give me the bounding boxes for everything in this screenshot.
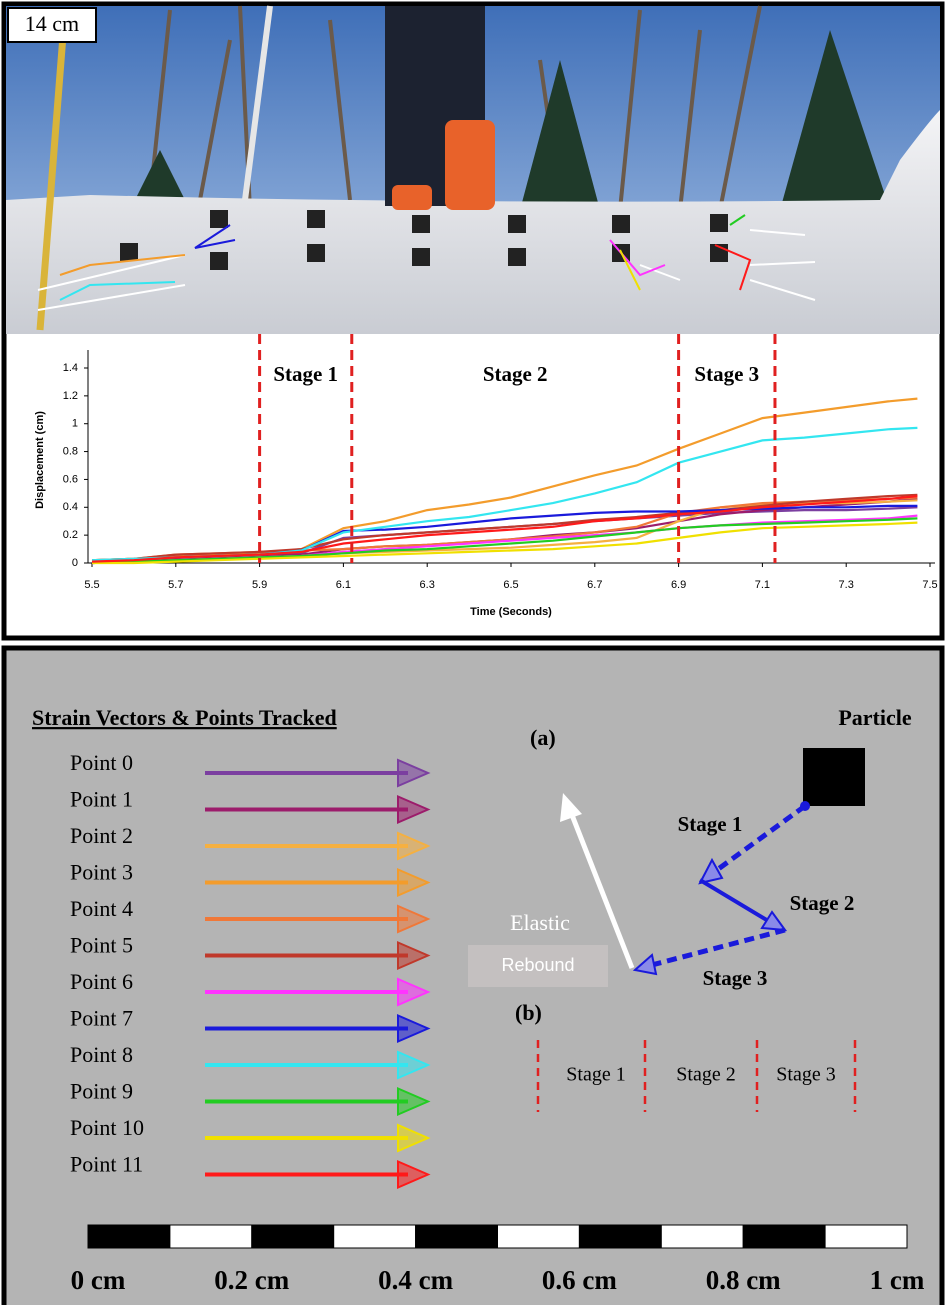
y-tick-label: 0.8 [63,445,78,457]
stage-label: Stage 2 [483,362,548,386]
scale-segment [334,1225,416,1248]
elastic-label: Elastic [510,910,570,935]
diagram-label: (a) [530,725,556,750]
legend-label: Point 0 [70,750,133,775]
x-tick-label: 5.9 [252,579,267,591]
x-tick-label: 5.7 [168,579,183,591]
figure: 14 cm Displacement (cm) Time (Seconds) 0… [0,0,947,1305]
x-tick-label: 6.9 [671,579,686,591]
stage-label: Stage 3 [703,966,768,990]
y-tick-label: 1.2 [63,390,78,402]
x-tick-label: 6.3 [420,579,435,591]
scale-segment [825,1225,907,1248]
x-tick-label: 7.1 [755,579,770,591]
x-axis-label: Time (Seconds) [470,606,552,618]
scale-label: 0.4 cm [378,1265,453,1295]
page: 14 cm Displacement (cm) Time (Seconds) 0… [0,0,947,1305]
legend-label: Point 10 [70,1115,144,1140]
rebound-label: Rebound [501,955,574,975]
photo: 14 cm [6,6,940,334]
scale-segment [170,1225,252,1248]
x-tick-label: 6.5 [503,579,518,591]
y-tick-label: 0.6 [63,473,78,485]
stage-label: Stage 3 [694,362,759,386]
legend-label: Point 8 [70,1042,133,1067]
diagram-label: (b) [515,1000,542,1025]
scale-segment [661,1225,743,1248]
y-tick-label: 0 [72,557,78,569]
legend-title: Strain Vectors & Points Tracked [32,705,337,730]
scale-label: 1 cm [870,1265,925,1295]
legend-label: Point 11 [70,1152,143,1177]
stage-label: Stage 1 [273,362,338,386]
y-tick-label: 1 [72,418,78,430]
scale-segment [252,1225,334,1248]
stage-label: Stage 2 [676,1064,735,1086]
y-tick-label: 0.4 [63,501,78,513]
legend-label: Point 2 [70,823,133,848]
scale-label: 0 cm [71,1265,126,1295]
legend-label: Point 5 [70,933,133,958]
stage-label: Stage 2 [790,891,855,915]
y-tick-label: 0.2 [63,529,78,541]
scale-label: 0.6 cm [542,1265,617,1295]
x-tick-label: 7.5 [922,579,937,591]
scale-label: 0.2 cm [214,1265,289,1295]
legend-label: Point 4 [70,896,133,921]
particle [803,748,865,806]
x-tick-label: 6.7 [587,579,602,591]
stage-label: Stage 3 [776,1064,835,1086]
boot [445,120,495,210]
y-tick-label: 1.4 [63,362,78,374]
scale-segment [743,1225,825,1248]
legend-label: Point 3 [70,860,133,885]
y-axis-label: Displacement (cm) [34,411,46,509]
legend-label: Point 7 [70,1006,133,1031]
scale-segment [88,1225,170,1248]
scale-segment [498,1225,580,1248]
scale-segment [579,1225,661,1248]
x-tick-label: 5.5 [84,579,99,591]
legend-label: Point 6 [70,969,133,994]
boot [392,185,432,210]
legend-label: Point 1 [70,787,133,812]
particle-label: Particle [838,705,912,730]
x-tick-label: 7.3 [839,579,854,591]
x-tick-label: 6.1 [336,579,351,591]
scale-segment [416,1225,498,1248]
legend-label: Point 9 [70,1079,133,1104]
photo-label: 14 cm [25,11,79,36]
stage-label: Stage 1 [678,812,743,836]
scale-label: 0.8 cm [706,1265,781,1295]
stage-label: Stage 1 [566,1064,625,1086]
